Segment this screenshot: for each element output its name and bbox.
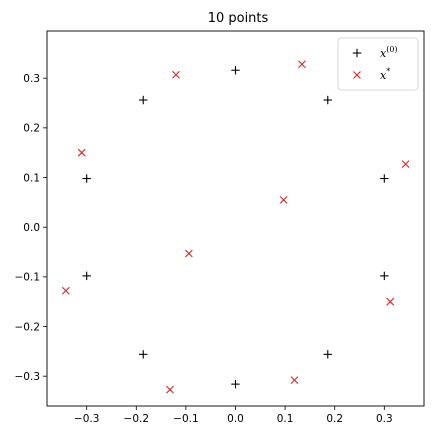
optimal-point-marker: [166, 385, 174, 394]
optimal-point-marker: [386, 297, 395, 306]
legend-label: x*: [380, 67, 390, 82]
y-tick-label: 0.0: [23, 222, 40, 234]
initial-point-marker: [231, 379, 240, 389]
chart-title: 10 points: [208, 11, 269, 26]
x-tick-label: 0.3: [376, 413, 393, 425]
optimal-point-marker: [172, 70, 180, 79]
optimal-point-marker: [184, 249, 193, 258]
optimal-point-marker: [401, 160, 410, 169]
initial-point-marker: [380, 174, 389, 183]
optimal-point-marker: [61, 286, 70, 295]
initial-point-marker: [323, 95, 332, 105]
x-tick-label: −0.3: [74, 413, 100, 425]
x-tick-label: −0.2: [124, 413, 150, 425]
initial-point-marker: [231, 66, 240, 75]
y-tick-label: −0.1: [15, 272, 41, 284]
optimal-point-marker: [290, 376, 299, 385]
x-tick-label: −0.1: [173, 413, 199, 425]
initial-point-marker: [380, 271, 389, 281]
optimal-point-marker: [279, 195, 288, 204]
legend-box: [337, 37, 419, 91]
y-tick-label: 0.2: [23, 123, 40, 135]
optimal-point-marker: [77, 148, 86, 157]
optimal-point-marker: [298, 60, 306, 69]
initial-point-marker: [139, 95, 148, 105]
axis-ticks: −0.3 −0.2 −0.1 0.0 0.1 0.2 0.3 −0.3 −0.2 −0.1 0.0 0…: [15, 73, 393, 425]
y-tick-label: −0.3: [15, 371, 41, 383]
data-marks: [61, 60, 410, 394]
plot-frame: [46, 30, 425, 407]
x-tick-label: 0.0: [227, 413, 244, 425]
initial-point-marker: [323, 350, 332, 359]
legend-marker: [353, 71, 361, 79]
legend: x(0) x*: [337, 37, 419, 91]
y-tick-label: 0.1: [23, 172, 40, 184]
initial-point-marker: [82, 174, 91, 183]
initial-point-marker: [82, 271, 91, 281]
x-tick-label: 0.2: [326, 413, 343, 425]
initial-point-marker: [139, 350, 148, 359]
y-tick-label: 0.3: [23, 73, 40, 85]
legend-marker: [352, 48, 362, 58]
y-tick-label: −0.2: [15, 321, 41, 333]
legend-label: x(0): [380, 45, 398, 60]
x-tick-label: 0.1: [277, 413, 294, 425]
